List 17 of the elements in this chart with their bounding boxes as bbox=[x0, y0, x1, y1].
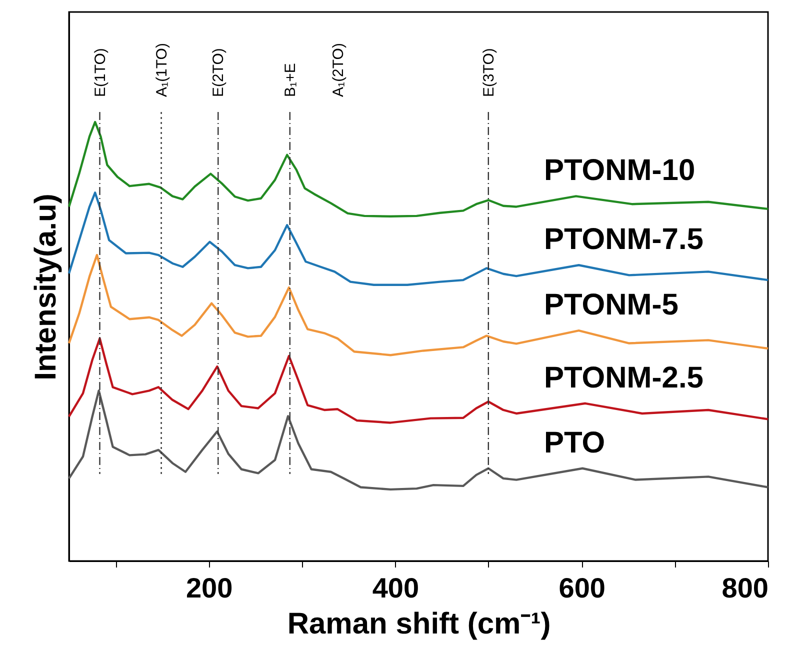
x-tick-label: 200 bbox=[186, 572, 233, 604]
y-axis-title: Intensity(a.u) bbox=[30, 194, 62, 380]
series-label: PTONM-5 bbox=[544, 288, 678, 322]
x-axis-title: Raman shift (cm⁻¹) bbox=[287, 608, 551, 640]
ref-line-label: B₁+E bbox=[282, 63, 299, 97]
ref-line-label: E(1TO) bbox=[92, 48, 109, 97]
x-tick-label: 400 bbox=[372, 572, 420, 604]
series-label: PTONM-2.5 bbox=[544, 361, 704, 394]
x-tick-label: 600 bbox=[558, 572, 606, 604]
text: A₁(2TO) bbox=[330, 43, 347, 97]
series-label: PTONM-7.5 bbox=[544, 223, 704, 256]
series-label: PTONM-10 bbox=[544, 154, 696, 188]
series-label: PTO bbox=[544, 426, 606, 460]
ref-line-label: A₁(1TO) bbox=[153, 43, 170, 97]
ref-line-label: E(2TO) bbox=[210, 48, 228, 97]
ref-line-label: E(3TO) bbox=[480, 48, 498, 97]
x-tick-label: 800 bbox=[722, 572, 768, 604]
